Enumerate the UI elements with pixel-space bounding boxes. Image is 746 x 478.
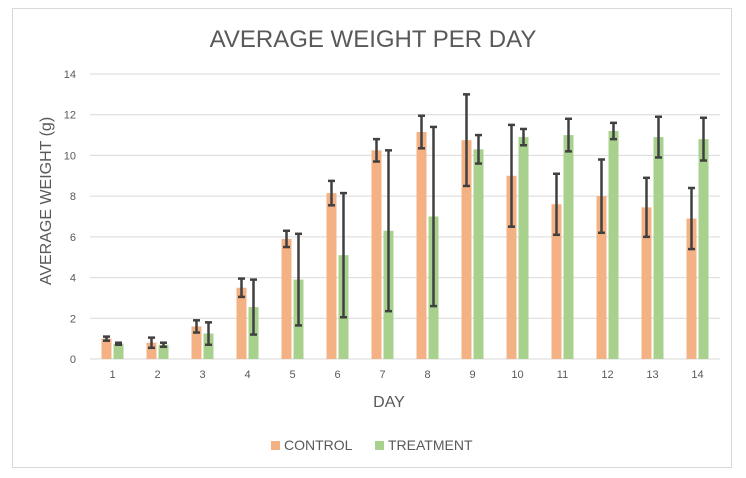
control-error-bar-day-10 bbox=[508, 123, 515, 228]
control-bar-day-5 bbox=[281, 238, 292, 359]
treatment-bar-day-3 bbox=[203, 333, 214, 359]
y-axis-title: AVERAGE WEIGHT (g) bbox=[38, 117, 55, 285]
control-error-bar-day-14 bbox=[688, 186, 695, 251]
control-error-bar-day-9 bbox=[463, 93, 470, 188]
treatment-error-bar-day-8 bbox=[430, 125, 437, 308]
x-tick-label: 10 bbox=[511, 369, 523, 381]
treatment-error-bar-day-13 bbox=[655, 115, 662, 159]
control-error-bar-day-6 bbox=[328, 179, 335, 207]
treatment-bar-day-11 bbox=[563, 135, 574, 359]
control-bar-day-13 bbox=[641, 207, 652, 359]
x-tick-label: 5 bbox=[289, 369, 295, 381]
control-error-bar-day-7 bbox=[373, 137, 380, 163]
control-bar-day-7 bbox=[371, 150, 382, 359]
treatment-bar-day-14 bbox=[698, 139, 709, 359]
legend-swatch bbox=[271, 441, 280, 450]
legend-swatch bbox=[375, 441, 384, 450]
x-tick-label: 14 bbox=[691, 369, 703, 381]
x-tick-label: 8 bbox=[424, 369, 430, 381]
control-bar-day-1 bbox=[101, 338, 112, 359]
chart-title: AVERAGE WEIGHT PER DAY bbox=[210, 26, 537, 53]
control-bar-day-6 bbox=[326, 193, 337, 359]
error-bars bbox=[103, 93, 707, 350]
control-error-bar-day-4 bbox=[238, 277, 245, 299]
control-bar-day-9 bbox=[461, 140, 472, 359]
x-tick-label: 2 bbox=[154, 369, 160, 381]
control-error-bar-day-8 bbox=[418, 114, 425, 150]
x-tick-label: 3 bbox=[199, 369, 205, 381]
legend: CONTROL TREATMENT bbox=[271, 437, 473, 453]
y-tick-labels: 0 2 4 6 8 10 12 14 bbox=[64, 69, 76, 366]
treatment-error-bar-day-10 bbox=[520, 127, 527, 147]
control-error-bar-day-11 bbox=[553, 172, 560, 237]
y-tick-label: 4 bbox=[70, 273, 76, 285]
treatment-error-bar-day-9 bbox=[475, 133, 482, 165]
x-axis-title: DAY bbox=[373, 394, 405, 411]
treatment-error-bar-day-14 bbox=[700, 116, 707, 162]
y-tick-label: 0 bbox=[70, 354, 76, 366]
control-error-bar-day-13 bbox=[643, 176, 650, 239]
legend-label: TREATMENT bbox=[388, 437, 473, 453]
control-bar-day-3 bbox=[191, 326, 202, 359]
control-bar-day-2 bbox=[146, 342, 157, 359]
x-tick-labels: 1 2 3 4 5 6 7 8 9 10 11 12 13 14 bbox=[109, 369, 703, 381]
treatment-bar-day-2 bbox=[158, 344, 169, 359]
y-tick-label: 12 bbox=[64, 110, 76, 122]
x-tick-label: 13 bbox=[646, 369, 658, 381]
x-tick-label: 6 bbox=[334, 369, 340, 381]
control-bar-day-8 bbox=[416, 132, 427, 359]
control-error-bar-day-3 bbox=[193, 319, 200, 334]
legend-item-treatment: TREATMENT bbox=[375, 437, 473, 453]
legend-label: CONTROL bbox=[284, 437, 353, 453]
x-tick-label: 9 bbox=[469, 369, 475, 381]
x-tick-label: 11 bbox=[557, 369, 568, 381]
y-tick-label: 6 bbox=[70, 232, 76, 244]
treatment-error-bar-day-3 bbox=[205, 321, 212, 346]
treatment-bar-day-13 bbox=[653, 137, 664, 359]
y-tick-label: 8 bbox=[70, 191, 76, 203]
bars bbox=[101, 131, 709, 359]
control-error-bar-day-1 bbox=[103, 335, 110, 342]
treatment-error-bar-day-4 bbox=[250, 278, 257, 336]
gridlines bbox=[90, 73, 720, 360]
control-bar-day-14 bbox=[686, 218, 697, 359]
treatment-bar-day-12 bbox=[608, 131, 619, 359]
treatment-error-bar-day-6 bbox=[340, 191, 347, 319]
legend-item-control: CONTROL bbox=[271, 437, 353, 453]
control-bar-day-4 bbox=[236, 287, 247, 359]
treatment-error-bar-day-2 bbox=[160, 341, 167, 349]
control-bar-day-10 bbox=[506, 175, 517, 359]
treatment-bar-day-1 bbox=[113, 343, 124, 359]
treatment-bar-day-9 bbox=[473, 149, 484, 359]
control-error-bar-day-2 bbox=[148, 336, 155, 350]
x-tick-label: 4 bbox=[244, 369, 250, 381]
control-bar-day-11 bbox=[551, 204, 562, 359]
y-tick-label: 10 bbox=[64, 150, 76, 162]
treatment-bar-day-10 bbox=[518, 137, 529, 359]
control-error-bar-day-12 bbox=[598, 158, 605, 235]
control-error-bar-day-5 bbox=[283, 229, 290, 249]
treatment-error-bar-day-11 bbox=[565, 117, 572, 153]
treatment-error-bar-day-12 bbox=[610, 121, 617, 141]
y-tick-label: 2 bbox=[70, 313, 76, 325]
treatment-error-bar-day-5 bbox=[295, 232, 302, 327]
control-bar-day-12 bbox=[596, 196, 607, 359]
treatment-error-bar-day-7 bbox=[385, 149, 392, 313]
treatment-error-bar-day-1 bbox=[115, 341, 122, 346]
x-tick-label: 1 bbox=[109, 369, 115, 381]
y-tick-label: 14 bbox=[64, 69, 76, 81]
x-tick-label: 7 bbox=[379, 369, 385, 381]
x-tick-label: 12 bbox=[601, 369, 613, 381]
